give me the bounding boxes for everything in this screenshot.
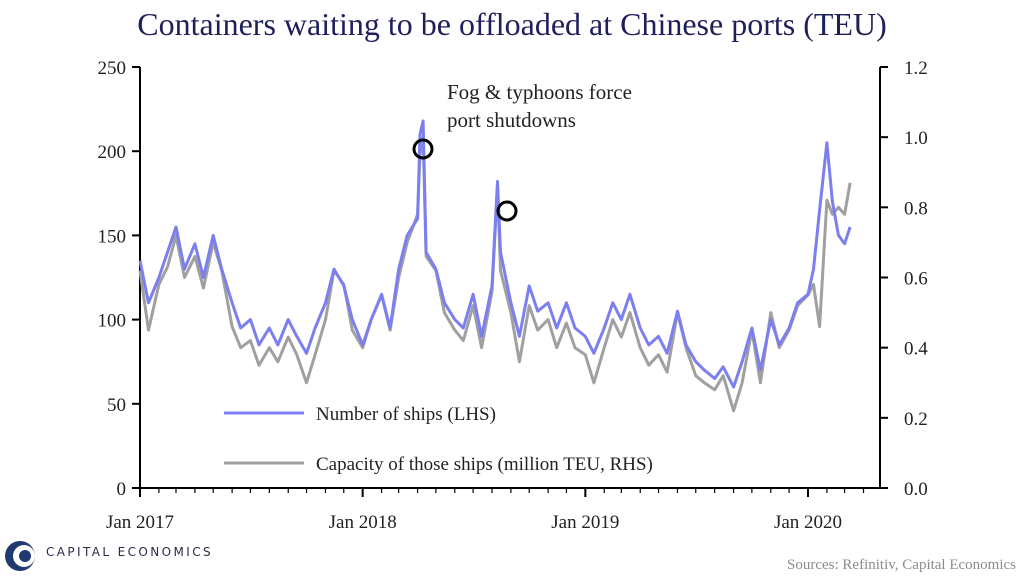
axes-layer: 0 50 100 150 200 250 0.0 0.2 0.4 0.6 0.8 1.0 1.2 Jan … bbox=[98, 58, 929, 533]
right-tick-label: 0.0 bbox=[904, 479, 928, 500]
legend-label-capacity: Capacity of those ships (million TEU, RH… bbox=[316, 454, 653, 475]
right-tick-label: 0.4 bbox=[904, 339, 928, 360]
right-tick-label: 1.2 bbox=[904, 58, 928, 79]
legend-layer: Number of ships (LHS) Capacity of those s… bbox=[224, 404, 653, 475]
annotation-text: Fog & typhoons force bbox=[447, 80, 632, 104]
source-note: Sources: Refinitiv, Capital Economics bbox=[787, 557, 1016, 573]
series-layer bbox=[138, 119, 852, 413]
annotation-text: port shutdowns bbox=[447, 108, 576, 132]
right-tick-label: 0.2 bbox=[904, 409, 928, 430]
left-tick-label: 0 bbox=[117, 479, 127, 500]
left-tick-label: 200 bbox=[98, 142, 127, 163]
logo bbox=[5, 541, 35, 571]
series-line-capacity bbox=[138, 135, 852, 413]
logo-circle-core bbox=[19, 550, 31, 562]
chart-title: Containers waiting to be offloaded at Ch… bbox=[137, 6, 887, 42]
right-tick-label: 1.0 bbox=[904, 128, 928, 149]
series-line-ships bbox=[138, 119, 852, 389]
annotation-layer: Fog & typhoons force port shutdowns bbox=[412, 80, 632, 222]
x-tick-label: Jan 2019 bbox=[551, 512, 619, 533]
x-tick-label: Jan 2017 bbox=[106, 512, 174, 533]
annotation-circle-2 bbox=[496, 200, 518, 222]
right-tick-label: 0.6 bbox=[904, 269, 928, 290]
x-tick-label: Jan 2018 bbox=[329, 512, 397, 533]
logo-wordmark: CAPITAL ECONOMICS bbox=[46, 545, 213, 559]
annotation-circle-1 bbox=[412, 138, 434, 160]
left-tick-label: 50 bbox=[107, 395, 126, 416]
left-tick-label: 150 bbox=[98, 226, 127, 247]
left-tick-label: 250 bbox=[98, 58, 127, 79]
right-tick-label: 0.8 bbox=[904, 198, 928, 219]
legend-label-ships: Number of ships (LHS) bbox=[316, 404, 496, 425]
x-tick-label: Jan 2020 bbox=[774, 512, 842, 533]
left-tick-label: 100 bbox=[98, 311, 127, 332]
